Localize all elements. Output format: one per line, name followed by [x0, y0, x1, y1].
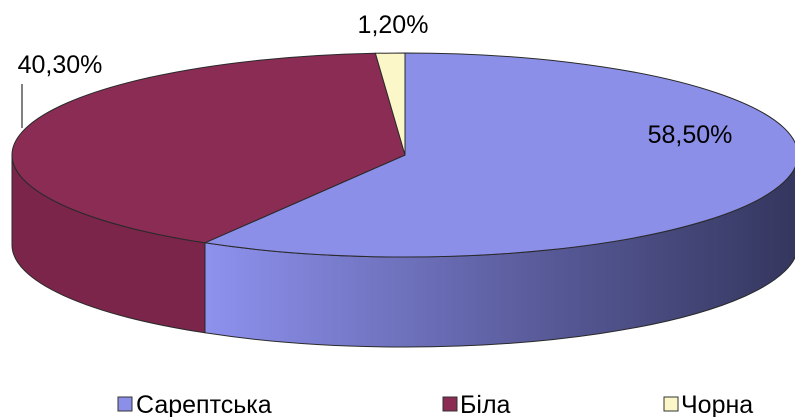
data-label-bila: 40,30%: [18, 51, 103, 79]
legend-label-bila: Біла: [460, 391, 511, 417]
legend-item-chorna: Чорна: [663, 391, 753, 417]
pie-group: [11, 52, 795, 348]
legend-swatch-chorna: [663, 396, 679, 412]
data-label-sarepta: 58,50%: [648, 121, 733, 149]
legend-label-sarepta: Сарептська: [136, 391, 272, 417]
legend-item-sarepta: Сарептська: [117, 391, 272, 417]
legend-label-chorna: Чорна: [681, 391, 753, 417]
pie-slice-sarepta: [203, 52, 795, 258]
pie-slice-chorna: [374, 52, 406, 156]
legend-swatch-sarepta: [117, 396, 133, 412]
pie-slice-bila: [11, 52, 406, 244]
data-label-chorna: 1,20%: [358, 11, 429, 39]
legend: Сарептська Біла Чорна: [117, 391, 753, 417]
legend-swatch-bila: [442, 396, 458, 412]
legend-item-bila: Біла: [442, 391, 511, 417]
data-labels: 58,50% 40,30% 1,20%: [18, 11, 733, 149]
